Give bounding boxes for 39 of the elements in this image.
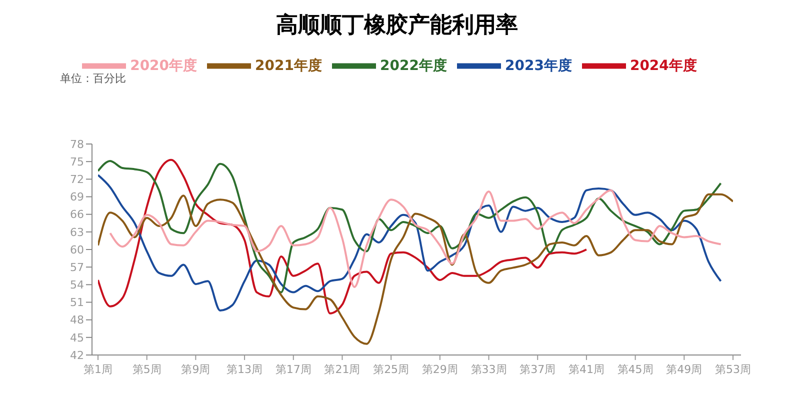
- y-tick-label: 45: [70, 331, 84, 344]
- y-tick-label: 54: [70, 278, 84, 292]
- line-series: [98, 174, 722, 312]
- legend-label: 2024年度: [630, 58, 697, 74]
- legend-label: 2020年度: [130, 58, 198, 74]
- x-tick-label: 第17周: [275, 363, 312, 376]
- x-tick-label: 第53周: [715, 363, 751, 376]
- y-tick-label: 60: [70, 243, 84, 256]
- x-tick-label: 第41周: [568, 363, 604, 376]
- legend-label: 2022年度: [380, 58, 447, 74]
- x-tick-label: 第21周: [324, 363, 360, 376]
- x-tick-label: 第45周: [617, 363, 654, 376]
- chart-title: 高顺顺丁橡胶产能利用率: [275, 11, 519, 40]
- y-tick-label: 75: [70, 155, 84, 168]
- legend-label: 2021年度: [255, 58, 322, 74]
- y-tick-label: 69: [70, 190, 84, 204]
- x-tick-label: 第29周: [422, 363, 458, 376]
- y-tick-label: 72: [70, 173, 84, 186]
- x-tick-label: 第1周: [84, 363, 112, 376]
- x-tick-label: 第13周: [226, 363, 263, 376]
- line-series: [98, 158, 588, 314]
- legend-label: 2023年度: [504, 58, 572, 74]
- line-series: [109, 189, 722, 288]
- y-tick-label: 51: [70, 296, 84, 310]
- x-tick-label: 第49周: [666, 363, 702, 376]
- x-tick-label: 第37周: [520, 363, 556, 376]
- x-tick-label: 第5周: [132, 363, 162, 376]
- x-tick-label: 第33周: [470, 363, 507, 376]
- y-tick-label: 66: [70, 208, 84, 222]
- y-tick-label: 42: [70, 348, 84, 362]
- line-series: [98, 193, 733, 345]
- y-tick-label: 78: [70, 138, 84, 151]
- y-tick-label: 48: [70, 314, 84, 327]
- line-series: [98, 160, 722, 294]
- x-tick-label: 第25周: [373, 363, 410, 376]
- y-tick-label: 63: [70, 226, 84, 239]
- y-tick-label: 57: [70, 260, 84, 274]
- text: 单位：百分比: [60, 71, 126, 86]
- x-tick-label: 第9周: [181, 363, 210, 376]
